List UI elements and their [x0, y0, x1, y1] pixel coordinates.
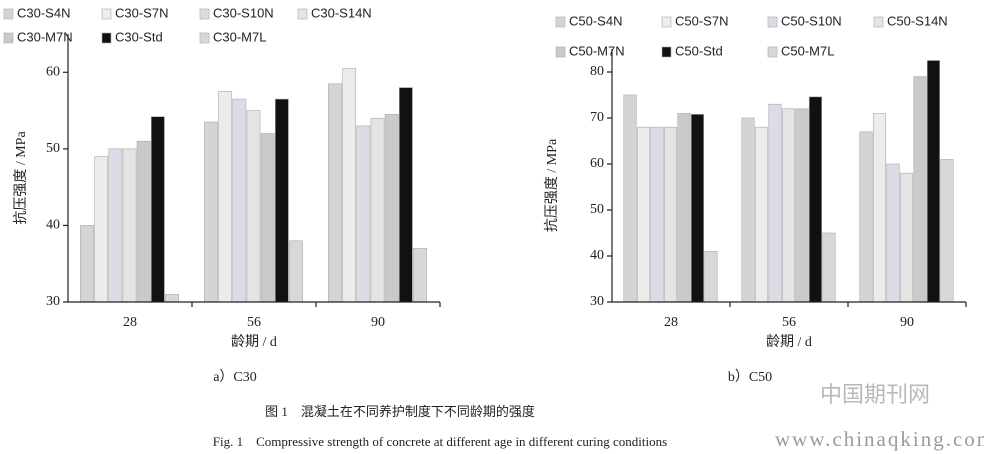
legend-swatch [3, 8, 14, 20]
legend-label: C30-M7L [213, 29, 266, 44]
bar [94, 156, 109, 303]
bar [328, 83, 342, 303]
y-axis-label: 抗压强度 / MPa [13, 131, 29, 225]
watermark-url: www.chinaqking.com [775, 427, 984, 451]
bar [636, 126, 651, 303]
x-axis-label: 龄期 / d [766, 334, 812, 350]
legend-label: C30-Std [115, 29, 163, 44]
bar [342, 68, 357, 303]
legend-label: C30-S4N [17, 5, 70, 20]
bar [704, 251, 718, 303]
y-axis-label: 抗压强度 / MPa [544, 138, 560, 232]
bar [165, 294, 179, 303]
y-tick-label: 50 [590, 202, 604, 217]
legend-label: C30-S7N [115, 5, 168, 20]
y-tick-label: 80 [590, 64, 604, 79]
bar [859, 131, 873, 303]
legend-label: C50-M7N [569, 43, 625, 58]
bar [781, 108, 796, 303]
bar [232, 98, 247, 303]
legend-swatch [873, 16, 884, 28]
bar [650, 126, 664, 303]
figure-caption-cn: 图 1 混凝土在不同养护制度下不同龄期的强度 [265, 404, 535, 419]
bar [356, 125, 371, 303]
bar [204, 121, 218, 303]
legend-swatch [767, 46, 778, 58]
bar [80, 225, 94, 303]
legend-label: C50-S4N [569, 13, 622, 28]
bar [913, 76, 927, 303]
legend-swatch [661, 16, 672, 28]
bar [413, 248, 427, 303]
y-tick-label: 60 [590, 156, 604, 171]
bar [872, 113, 887, 303]
x-tick-label: 28 [123, 315, 137, 330]
legend-swatch [3, 32, 14, 44]
bar [768, 103, 782, 303]
bar [246, 110, 261, 303]
bar [822, 232, 836, 303]
bar [690, 114, 705, 303]
bar [677, 113, 691, 303]
legend-swatch [101, 8, 112, 20]
bar [150, 116, 165, 303]
x-tick-label: 90 [900, 315, 914, 330]
bar [274, 98, 289, 303]
bar [940, 159, 954, 303]
y-tick-label: 30 [46, 294, 60, 309]
bar [741, 117, 755, 303]
watermark-cn: 中国期刊网 [820, 382, 930, 407]
legend-swatch [555, 16, 566, 28]
bar [808, 96, 823, 303]
bar [289, 240, 303, 303]
bar [899, 172, 914, 303]
legend-label: C50-M7L [781, 43, 834, 58]
bar [136, 140, 151, 303]
bar [218, 91, 233, 303]
y-tick-label: 40 [46, 218, 60, 233]
bar [754, 126, 769, 303]
bar [623, 94, 637, 303]
bar [260, 133, 275, 303]
bar [122, 148, 137, 303]
chart-caption: b）C50 [728, 369, 772, 385]
bar [370, 117, 385, 303]
bar [384, 114, 399, 303]
bar [108, 148, 123, 303]
y-tick-label: 50 [46, 141, 60, 156]
x-tick-label: 56 [247, 315, 261, 330]
x-tick-label: 56 [782, 315, 796, 330]
legend-swatch [661, 46, 672, 58]
bar [886, 163, 900, 303]
legend-swatch [555, 46, 566, 58]
legend-swatch [101, 32, 112, 44]
legend-label: C50-S10N [781, 13, 842, 28]
chart-caption: a）C30 [213, 369, 257, 385]
legend-label: C30-S14N [311, 5, 372, 20]
legend-swatch [297, 8, 308, 20]
y-tick-label: 60 [46, 65, 60, 80]
legend-label: C50-S14N [887, 13, 948, 28]
legend-swatch [199, 32, 210, 44]
x-tick-label: 90 [371, 315, 385, 330]
y-tick-label: 70 [590, 110, 604, 125]
y-tick-label: 40 [590, 248, 604, 263]
legend-label: C50-S7N [675, 13, 728, 28]
legend-label: C30-S10N [213, 5, 274, 20]
legend-label: C30-M7N [17, 29, 73, 44]
legend-swatch [199, 8, 210, 20]
bar [663, 126, 678, 303]
legend-label: C50-Std [675, 43, 723, 58]
bar [795, 108, 809, 303]
figure-caption-en: Fig. 1 Compressive strength of concrete … [213, 434, 667, 449]
x-tick-label: 28 [664, 315, 678, 330]
bar [926, 60, 941, 303]
y-tick-label: 30 [590, 294, 604, 309]
bar [398, 87, 413, 303]
x-axis-label: 龄期 / d [231, 334, 277, 350]
legend-swatch [767, 16, 778, 28]
